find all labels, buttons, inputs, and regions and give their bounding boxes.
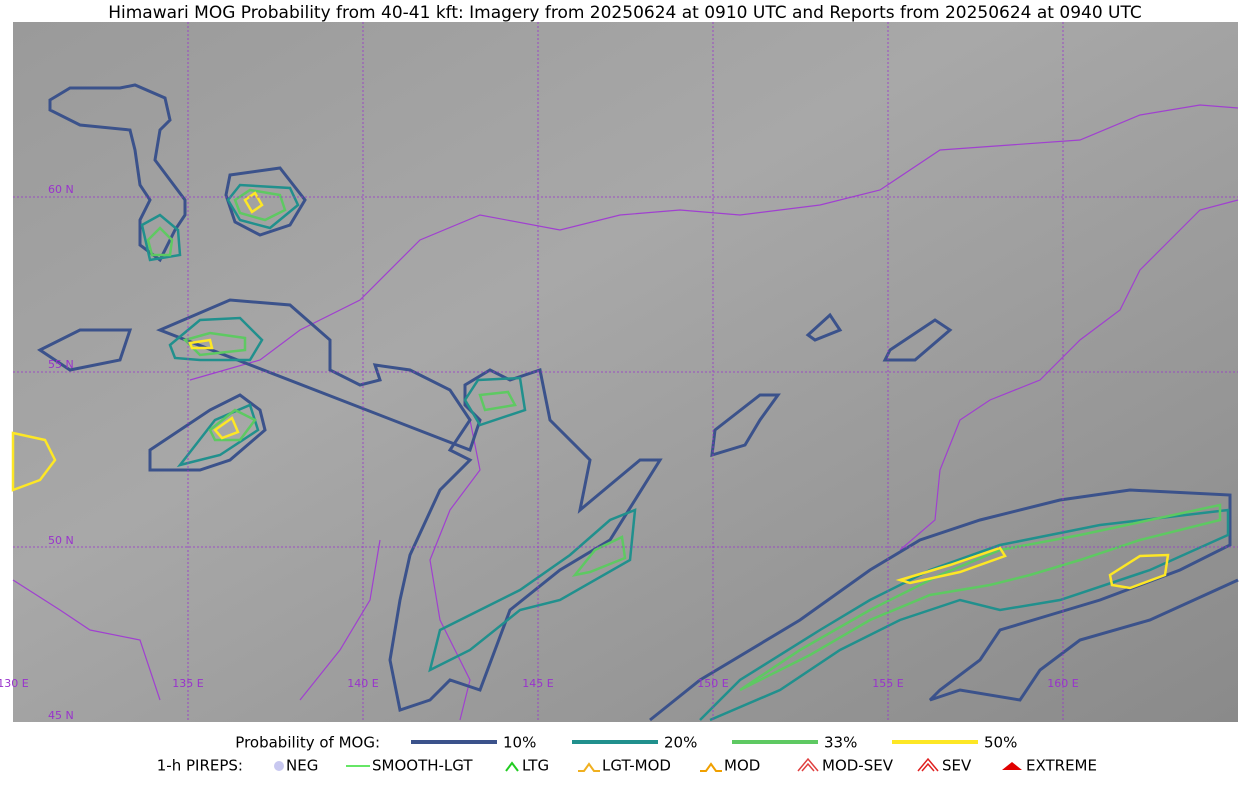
lat-label: 55 N: [48, 358, 74, 371]
legend-symbol: [917, 757, 939, 772]
legend-symbol: [274, 761, 284, 771]
legend-label: SMOOTH-LGT: [372, 757, 473, 775]
lon-label: 130 E: [0, 677, 29, 690]
legend-label: LTG: [522, 757, 549, 775]
contour-50: [11, 191, 1170, 590]
title: Himawari MOG Probability from 40-41 kft:…: [108, 3, 1142, 23]
map: 60 N 55 N 50 N 45 N 130 E 135 E 140 E 14…: [0, 22, 1239, 722]
legend: Probability of MOG: 1-h PIREPS: 10% 20% 33…: [157, 734, 1097, 775]
legend-title: 1-h PIREPS:: [157, 757, 243, 775]
legend-symbol: [578, 762, 600, 772]
lon-label: 140 E: [347, 677, 378, 690]
legend-label: EXTREME: [1026, 757, 1097, 775]
lon-label: 155 E: [872, 677, 903, 690]
lat-label: 45 N: [48, 709, 74, 722]
legend-label: SEV: [942, 757, 972, 775]
lon-label: 135 E: [172, 677, 203, 690]
legend-symbol: [1002, 762, 1022, 770]
lon-label: 160 E: [1047, 677, 1078, 690]
contour-33: [146, 188, 1222, 692]
graticule: [13, 22, 1238, 722]
lat-label: 50 N: [48, 534, 74, 547]
legend-title: Probability of MOG:: [235, 734, 380, 752]
lon-label: 145 E: [522, 677, 553, 690]
coastline: [12, 104, 1239, 721]
legend-symbol: [505, 761, 519, 772]
legend-label: 50%: [984, 734, 1017, 752]
legend-label: MOD-SEV: [822, 757, 894, 775]
legend-label: 20%: [664, 734, 697, 752]
legend-label: 10%: [503, 734, 536, 752]
legend-symbol: [797, 757, 819, 772]
lat-label: 60 N: [48, 183, 74, 196]
contour-20: [140, 183, 1230, 722]
legend-symbol: [700, 762, 722, 772]
contour-10: [37, 83, 1239, 722]
legend-label: NEG: [286, 757, 318, 775]
legend-label: MOD: [724, 757, 760, 775]
lon-label: 150 E: [697, 677, 728, 690]
legend-label: LGT-MOD: [602, 757, 671, 775]
legend-label: 33%: [824, 734, 857, 752]
